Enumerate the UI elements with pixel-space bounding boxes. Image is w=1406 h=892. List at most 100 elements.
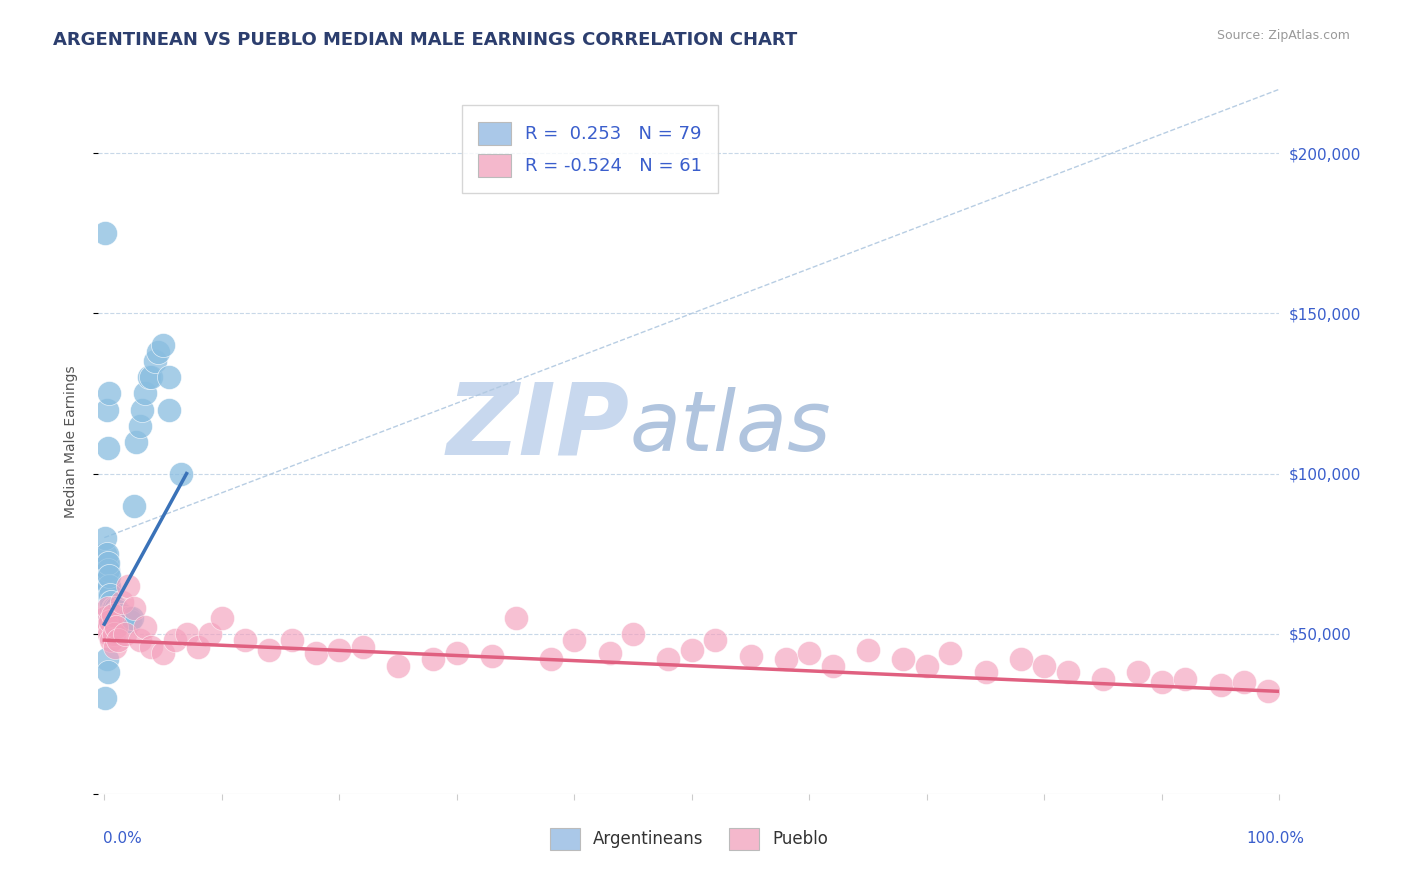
Point — [328, 642, 350, 657]
Point — [176, 626, 198, 640]
Point — [96, 547, 118, 561]
Point — [138, 370, 160, 384]
Point — [799, 646, 821, 660]
Text: 100.0%: 100.0% — [1247, 831, 1305, 846]
Point — [97, 441, 120, 455]
Point — [1010, 652, 1032, 666]
Point — [141, 640, 163, 654]
Point — [98, 579, 121, 593]
Point — [1174, 672, 1197, 686]
Point — [97, 601, 120, 615]
Point — [939, 646, 962, 660]
Point — [111, 607, 134, 622]
Point — [96, 620, 118, 634]
Point — [105, 601, 128, 615]
Point — [657, 652, 679, 666]
Point — [98, 601, 121, 615]
Point — [122, 601, 145, 615]
Point — [163, 633, 186, 648]
Point — [105, 607, 128, 622]
Point — [422, 652, 444, 666]
Point — [125, 434, 148, 449]
Point — [1128, 665, 1150, 680]
Point — [107, 604, 129, 618]
Point — [148, 344, 170, 359]
Point — [122, 499, 145, 513]
Point — [94, 610, 117, 624]
Point — [134, 386, 156, 401]
Point — [775, 652, 797, 666]
Point — [104, 607, 127, 622]
Point — [111, 614, 134, 628]
Point — [134, 620, 156, 634]
Point — [681, 642, 703, 657]
Point — [856, 642, 879, 657]
Point — [117, 614, 139, 628]
Point — [305, 646, 328, 660]
Point — [98, 610, 121, 624]
Y-axis label: Median Male Earnings: Median Male Earnings — [63, 365, 77, 518]
Point — [107, 610, 129, 624]
Point — [233, 633, 256, 648]
Point — [1150, 674, 1173, 689]
Point — [107, 633, 129, 648]
Point — [98, 614, 121, 628]
Point — [100, 633, 122, 648]
Point — [104, 614, 127, 628]
Point — [103, 614, 125, 628]
Point — [101, 607, 124, 622]
Point — [97, 556, 120, 570]
Point — [94, 563, 117, 577]
Point — [352, 640, 374, 654]
Point — [157, 370, 180, 384]
Point — [97, 665, 120, 680]
Point — [540, 652, 562, 666]
Point — [141, 370, 163, 384]
Point — [110, 610, 132, 624]
Point — [152, 338, 174, 352]
Point — [105, 604, 128, 618]
Point — [128, 418, 150, 433]
Point — [94, 579, 117, 593]
Point — [97, 569, 120, 583]
Text: atlas: atlas — [630, 387, 831, 468]
Point — [1257, 684, 1279, 698]
Point — [98, 588, 121, 602]
Legend: Argentineans, Pueblo: Argentineans, Pueblo — [537, 815, 841, 863]
Point — [94, 531, 117, 545]
Point — [98, 626, 121, 640]
Point — [108, 614, 131, 628]
Text: ZIP: ZIP — [447, 379, 630, 476]
Point — [118, 610, 141, 624]
Point — [387, 658, 409, 673]
Point — [187, 640, 209, 654]
Point — [100, 601, 122, 615]
Point — [1209, 678, 1232, 692]
Point — [111, 595, 134, 609]
Point — [281, 633, 304, 648]
Point — [108, 607, 131, 622]
Point — [740, 649, 762, 664]
Point — [1092, 672, 1115, 686]
Point — [100, 604, 122, 618]
Point — [97, 588, 120, 602]
Point — [599, 646, 621, 660]
Point — [98, 595, 121, 609]
Point — [98, 569, 121, 583]
Point — [96, 563, 118, 577]
Point — [446, 646, 468, 660]
Point — [704, 633, 727, 648]
Point — [103, 601, 125, 615]
Point — [94, 547, 117, 561]
Point — [621, 626, 644, 640]
Point — [105, 614, 128, 628]
Point — [101, 607, 124, 622]
Text: 0.0%: 0.0% — [103, 831, 142, 846]
Point — [115, 610, 138, 624]
Point — [1233, 674, 1256, 689]
Point — [821, 658, 844, 673]
Point — [505, 610, 527, 624]
Point — [96, 579, 118, 593]
Point — [211, 610, 233, 624]
Point — [564, 633, 586, 648]
